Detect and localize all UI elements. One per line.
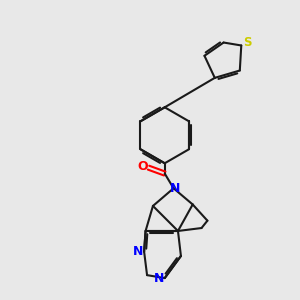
Text: S: S xyxy=(243,36,251,49)
Text: N: N xyxy=(154,272,165,285)
Text: N: N xyxy=(170,182,180,195)
Text: O: O xyxy=(137,160,148,173)
Text: N: N xyxy=(132,245,143,258)
